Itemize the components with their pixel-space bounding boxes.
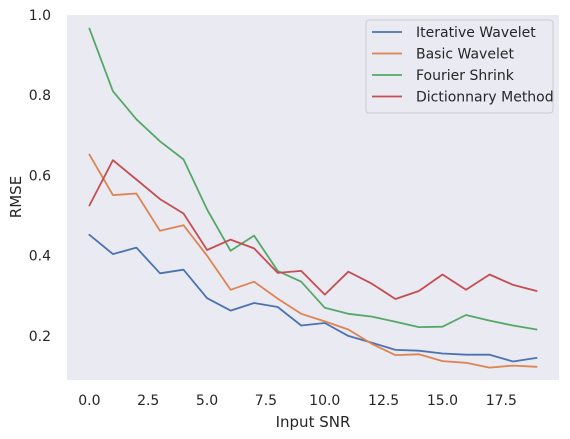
x-tick-label: 15.0 — [427, 393, 458, 409]
y-tick-label: 0.4 — [29, 249, 51, 265]
y-tick-label: 0.6 — [29, 168, 51, 184]
y-tick-label: 0.2 — [29, 329, 51, 345]
x-tick-label: 17.5 — [486, 393, 517, 409]
legend-label-0: Iterative Wavelet — [416, 25, 536, 41]
x-tick-label: 7.5 — [255, 393, 277, 409]
x-tick-label: 10.0 — [309, 393, 340, 409]
series-line-1 — [88, 153, 538, 369]
legend-label-3: Dictionnary Method — [416, 90, 554, 106]
x-axis-label: Input SNR — [276, 413, 351, 431]
series-line-2 — [88, 27, 538, 331]
x-tick-label: 0.0 — [78, 393, 100, 409]
y-tick-label: 0.8 — [29, 88, 51, 104]
y-axis-label: RMSE — [7, 176, 25, 218]
x-tick-label: 5.0 — [196, 393, 218, 409]
legend: Iterative Wavelet Basic Wavelet Fourier Sh… — [365, 19, 554, 114]
legend-label-2: Fourier Shrink — [416, 68, 515, 84]
y-tick-labels: 0.2 0.4 0.6 0.8 1.0 — [29, 8, 51, 345]
x-tick-label: 2.5 — [137, 393, 159, 409]
x-tick-labels: 0.0 2.5 5.0 7.5 10.0 12.5 15.0 17.5 — [78, 393, 517, 409]
series-line-0 — [88, 233, 538, 363]
series-lines — [88, 27, 538, 369]
x-tick-label: 12.5 — [368, 393, 399, 409]
legend-frame — [365, 19, 554, 114]
series-line-3 — [88, 159, 538, 300]
legend-label-1: Basic Wavelet — [416, 47, 514, 63]
y-tick-label: 1.0 — [29, 8, 51, 24]
